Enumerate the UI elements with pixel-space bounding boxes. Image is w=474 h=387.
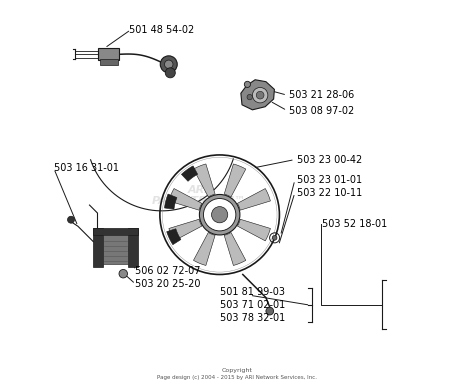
Text: 503 20 25-20: 503 20 25-20 xyxy=(135,279,201,289)
Circle shape xyxy=(211,207,228,223)
Text: 503 21 28-06: 503 21 28-06 xyxy=(289,90,354,100)
Bar xyxy=(93,228,103,267)
Polygon shape xyxy=(167,229,181,245)
Bar xyxy=(103,235,128,264)
Polygon shape xyxy=(237,188,270,210)
Polygon shape xyxy=(224,164,246,197)
Circle shape xyxy=(203,199,236,231)
Bar xyxy=(128,228,138,267)
Polygon shape xyxy=(169,188,202,210)
Polygon shape xyxy=(169,219,202,241)
Text: 501 48 54-02: 501 48 54-02 xyxy=(129,25,194,34)
Circle shape xyxy=(119,269,128,278)
Circle shape xyxy=(160,56,177,73)
Circle shape xyxy=(266,307,273,315)
Text: 503 23 00-42: 503 23 00-42 xyxy=(297,154,362,164)
Circle shape xyxy=(273,236,277,240)
Circle shape xyxy=(165,68,175,78)
Text: Page design (c) 2004 - 2015 by ARI Network Services, Inc.: Page design (c) 2004 - 2015 by ARI Netwo… xyxy=(157,375,317,380)
Bar xyxy=(93,228,138,235)
Text: 503 52 18-01: 503 52 18-01 xyxy=(322,219,387,229)
Circle shape xyxy=(164,60,173,68)
Polygon shape xyxy=(241,80,274,110)
Polygon shape xyxy=(164,194,177,209)
Circle shape xyxy=(256,91,264,99)
Text: 503 71 02-01: 503 71 02-01 xyxy=(219,300,285,310)
Circle shape xyxy=(253,87,268,103)
Text: 501 81 99-03: 501 81 99-03 xyxy=(219,287,285,297)
Bar xyxy=(100,59,118,65)
Polygon shape xyxy=(237,219,270,241)
Polygon shape xyxy=(224,233,246,265)
Text: 503 08 97-02: 503 08 97-02 xyxy=(289,106,354,116)
Text: 503 22 10-11: 503 22 10-11 xyxy=(297,188,362,198)
Text: 503 16 31-01: 503 16 31-01 xyxy=(54,163,119,173)
Polygon shape xyxy=(193,233,215,265)
Text: ARI
PARTSTREAM™: ARI PARTSTREAM™ xyxy=(151,185,246,206)
Circle shape xyxy=(67,216,74,223)
Polygon shape xyxy=(182,166,198,181)
Circle shape xyxy=(200,194,240,235)
Polygon shape xyxy=(193,164,215,197)
Text: 503 78 32-01: 503 78 32-01 xyxy=(219,313,285,323)
Circle shape xyxy=(247,94,253,100)
Circle shape xyxy=(244,81,250,87)
Text: 503 23 01-01: 503 23 01-01 xyxy=(297,175,362,185)
Text: Copyright: Copyright xyxy=(221,368,253,373)
Bar xyxy=(98,48,119,60)
Text: 506 02 72-07: 506 02 72-07 xyxy=(135,265,201,276)
